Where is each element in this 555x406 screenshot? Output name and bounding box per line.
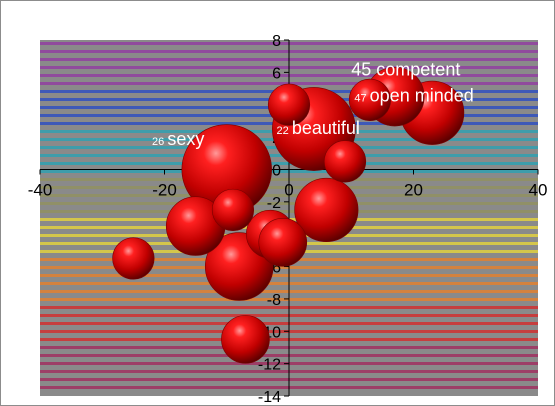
y-tick-label: 8 <box>272 33 281 50</box>
bubble <box>294 177 359 242</box>
bubble <box>221 315 270 364</box>
annotation-text: competent <box>376 60 460 80</box>
x-tick-label: 40 <box>529 180 548 199</box>
annotation-text: open minded <box>370 85 474 105</box>
annotation-number: 47 <box>354 92 369 104</box>
x-tick-label: 0 <box>284 180 293 199</box>
annotation-text: beautiful <box>292 118 360 138</box>
x-tick-label: 20 <box>404 180 423 199</box>
annotation-open-minded: 47 open minded <box>354 85 473 105</box>
annotation-competent: 45 competent <box>351 60 460 80</box>
bubble <box>258 217 308 267</box>
bubble-layer <box>112 66 465 364</box>
y-tick-label: -2 <box>267 195 281 212</box>
y-tick-label: -12 <box>258 357 281 374</box>
y-tick-label: -14 <box>258 389 281 406</box>
annotation-layer: 45 competent 47 open minded 22 beautiful 26… <box>152 60 474 150</box>
annotation-number: 22 <box>277 125 292 137</box>
bubble <box>348 78 392 121</box>
y-tick-label: -8 <box>267 292 281 309</box>
annotation-beautiful: 22 beautiful <box>277 118 360 138</box>
annotation-text: sexy <box>167 129 204 149</box>
y-tick-label: 0 <box>272 162 281 179</box>
bubble <box>323 140 367 183</box>
annotation-sexy: 26 sexy <box>152 129 204 149</box>
bubble <box>211 188 255 231</box>
bubble <box>112 237 155 280</box>
y-tick-label: 6 <box>272 65 281 82</box>
annotation-number: 45 <box>351 60 376 80</box>
annotation-number: 26 <box>152 136 167 148</box>
x-tick-label: -20 <box>152 180 177 199</box>
x-tick-label: -40 <box>28 180 53 199</box>
bubble <box>267 83 311 126</box>
